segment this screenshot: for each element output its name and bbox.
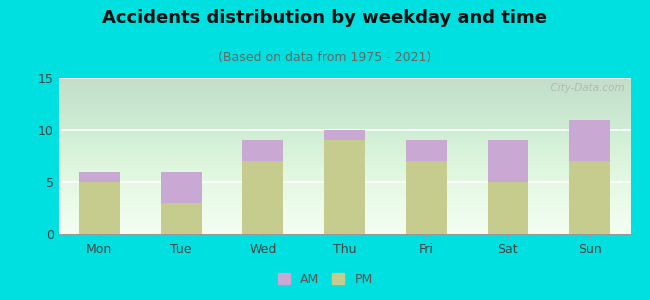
Text: City-Data.com: City-Data.com <box>544 83 625 93</box>
Bar <box>161 172 202 203</box>
Text: (Based on data from 1975 - 2021): (Based on data from 1975 - 2021) <box>218 51 432 64</box>
Bar <box>406 161 447 234</box>
Bar <box>79 182 120 234</box>
Bar <box>488 182 528 234</box>
Bar <box>242 161 283 234</box>
Bar <box>569 120 610 161</box>
Bar <box>324 130 365 140</box>
Bar <box>161 203 202 234</box>
Bar <box>488 140 528 182</box>
Text: Accidents distribution by weekday and time: Accidents distribution by weekday and ti… <box>103 9 547 27</box>
Bar <box>569 161 610 234</box>
Bar <box>406 140 447 161</box>
Legend: AM, PM: AM, PM <box>272 268 378 291</box>
Bar <box>324 140 365 234</box>
Bar <box>242 140 283 161</box>
Bar <box>79 172 120 182</box>
